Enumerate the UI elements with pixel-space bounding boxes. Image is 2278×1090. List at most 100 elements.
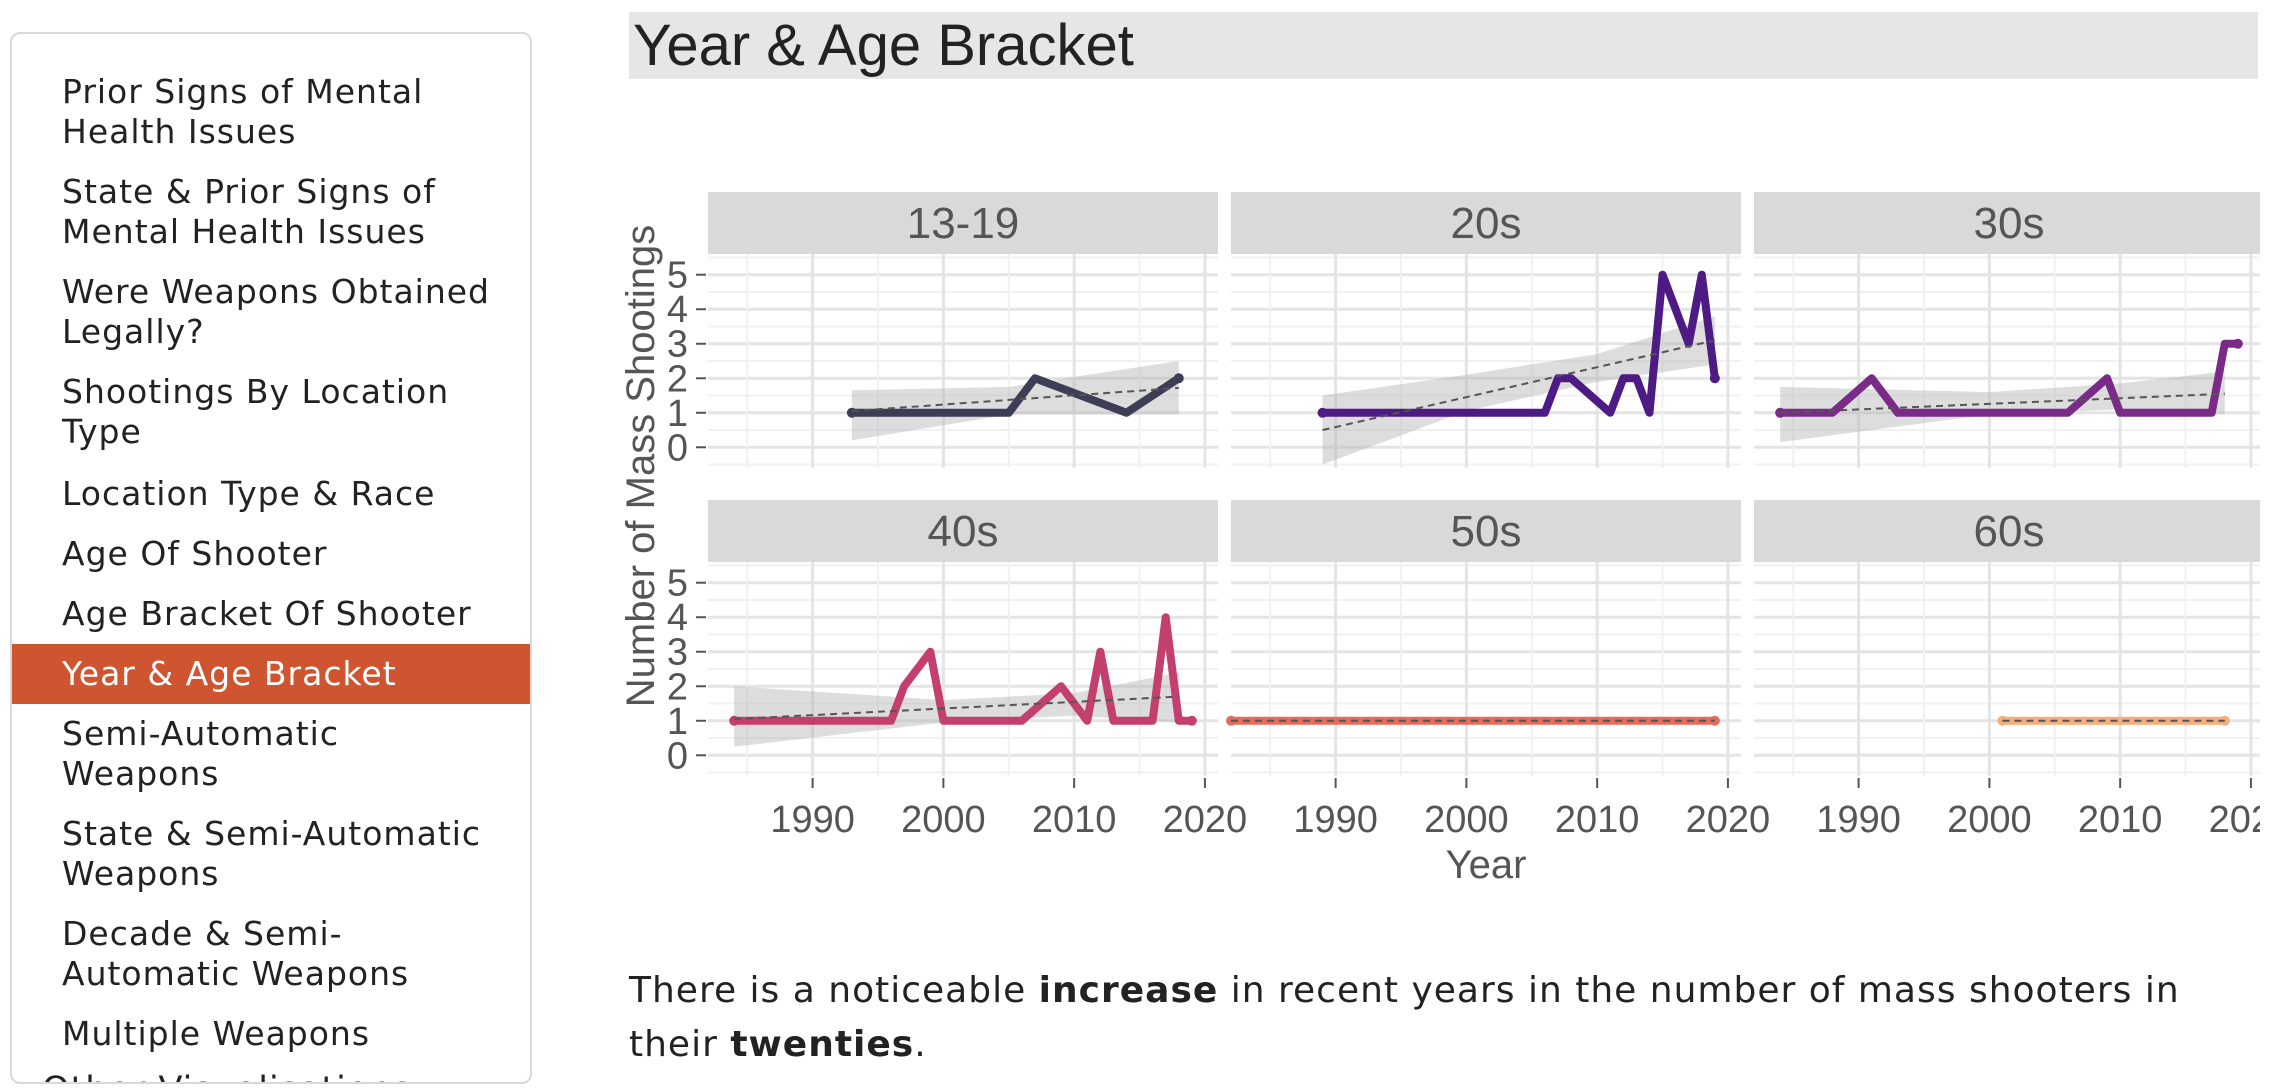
- x-axis-title: Year: [1446, 843, 1527, 887]
- series-point: [1173, 373, 1184, 384]
- series-point: [1709, 373, 1720, 384]
- sidebar-item-label: Prior Signs of Mental: [62, 72, 424, 111]
- x-tick-label: 2000: [1947, 799, 2032, 841]
- y-tick-label: 3: [667, 632, 688, 674]
- x-tick-label: 2010: [1032, 799, 1117, 841]
- sidebar-item-shootings-by-location-type[interactable]: Shootings By Location Type: [12, 372, 530, 452]
- y-tick-label: 4: [667, 597, 688, 639]
- series-point: [1317, 407, 1328, 418]
- sidebar-item-label: Type: [62, 412, 142, 451]
- series-line-20s: [1318, 270, 1719, 417]
- sidebar-item-year-age-bracket[interactable]: Year & Age Bracket: [12, 644, 530, 704]
- facet-strip: [1231, 500, 1741, 562]
- facet-strip: [1231, 192, 1741, 254]
- facet-strip: [1754, 500, 2260, 562]
- x-tick-label: 1990: [1293, 799, 1378, 841]
- sidebar-item-label: Age Bracket Of Shooter: [62, 594, 472, 633]
- y-tick-label: 0: [667, 427, 688, 469]
- sidebar-item-label: Semi-Automatic: [62, 714, 339, 753]
- confidence-band: [734, 672, 1179, 747]
- series-line-30s: [1776, 339, 2242, 417]
- series-point: [846, 407, 857, 418]
- x-tick-label: 2010: [1555, 799, 1640, 841]
- sidebar-item-label: Location Type & Race: [62, 474, 436, 513]
- y-axis-title: Number of Mass Shootings: [620, 225, 663, 707]
- sidebar-nav: Prior Signs of Mental Health Issues State …: [10, 32, 532, 1084]
- facet-panel-20s: 20s: [1231, 192, 1741, 468]
- series-line-13-19: [847, 374, 1183, 417]
- facet-panel-50s: 50s 1990 2000 2010 2020: [1226, 500, 1770, 841]
- sidebar-item-label: Were Weapons Obtained: [62, 272, 491, 311]
- caption-bold-increase: increase: [1038, 970, 1219, 1011]
- y-tick-label: 1: [667, 701, 688, 743]
- facet-strip-label: 40s: [928, 507, 999, 556]
- sidebar-item-age-bracket-of-shooter[interactable]: Age Bracket Of Shooter: [12, 594, 530, 634]
- facet-strip: [1754, 192, 2260, 254]
- caption-text-1: There is a noticeable: [629, 970, 1039, 1011]
- facet-panel-30s: 30s: [1754, 192, 2260, 468]
- series-point: [1186, 715, 1197, 726]
- chart-caption: There is a noticeable increase in recent…: [629, 964, 2269, 1072]
- sidebar-item-multiple-weapons[interactable]: Multiple Weapons: [12, 1014, 530, 1054]
- x-tick-label: 2010: [2078, 799, 2163, 841]
- sidebar-item-label: Decade & Semi-: [62, 914, 343, 953]
- sidebar-item-label: Weapons: [62, 854, 220, 893]
- sidebar-item-decade-semi-automatic-weapons[interactable]: Decade & Semi- Automatic Weapons: [12, 914, 530, 994]
- facet-strip: [708, 500, 1218, 562]
- title-bar: Year & Age Bracket: [629, 12, 2258, 79]
- sidebar-item-label: Automatic Weapons: [62, 954, 410, 993]
- series-point: [2232, 338, 2243, 349]
- facet-strip-label: 60s: [1974, 507, 2045, 556]
- y-tick-label: 2: [667, 666, 688, 708]
- facet-strip-label: 30s: [1974, 199, 2045, 248]
- sidebar-item-semi-automatic-weapons[interactable]: Semi-Automatic Weapons: [12, 714, 530, 794]
- page-title: Year & Age Bracket: [633, 13, 1134, 78]
- y-tick-label: 4: [667, 289, 688, 331]
- sidebar-item-age-of-shooter[interactable]: Age Of Shooter: [12, 534, 530, 574]
- sidebar-item-label: Mental Health Issues: [62, 212, 426, 251]
- sidebar-item-other-visualisations[interactable]: Other Visualisations: [12, 1070, 530, 1082]
- x-tick-label: 2000: [901, 799, 986, 841]
- faceted-line-chart: 13-19 0 1 2 3 4 5 20s 30s 40s 0 1 2 3 4 5 1990 2000 2010 20…: [620, 180, 2260, 900]
- facet-strip-label: 20s: [1451, 199, 1522, 248]
- sidebar-item-state-semi-automatic-weapons[interactable]: State & Semi-Automatic Weapons: [12, 814, 530, 894]
- x-tick-label: 2020: [1163, 799, 1248, 841]
- x-tick-label: 2020: [2209, 799, 2260, 841]
- y-tick-label: 2: [667, 358, 688, 400]
- caption-bold-twenties: twenties: [730, 1024, 915, 1065]
- x-tick-label: 2020: [1686, 799, 1771, 841]
- sidebar-item-label: Shootings By Location: [62, 372, 450, 411]
- sidebar-item-label: State & Prior Signs of: [62, 172, 436, 211]
- trend-line: [1780, 392, 2225, 414]
- series-line-40s: [730, 613, 1196, 725]
- sidebar-item-label: Age Of Shooter: [62, 534, 328, 573]
- caption-text-2: in recent years in the number of mass sh…: [629, 970, 2180, 1065]
- trend-line: [734, 695, 1179, 721]
- y-tick-label: 5: [667, 563, 688, 605]
- x-tick-label: 1990: [770, 799, 855, 841]
- y-tick-label: 1: [667, 393, 688, 435]
- sidebar-item-label: Health Issues: [62, 112, 297, 151]
- sidebar-item-state-prior-signs-of-mental-health-issues[interactable]: State & Prior Signs of Mental Health Issu…: [12, 172, 530, 252]
- x-tick-label: 1990: [1816, 799, 1901, 841]
- sidebar-item-label: Weapons: [62, 754, 220, 793]
- facet-strip: [708, 192, 1218, 254]
- sidebar-item-label: Legally?: [62, 312, 205, 351]
- y-tick-label: 3: [667, 324, 688, 366]
- series-point: [729, 715, 740, 726]
- sidebar-item-prior-signs-of-mental-health-issues[interactable]: Prior Signs of Mental Health Issues: [12, 72, 530, 152]
- confidence-band: [1322, 316, 1715, 465]
- trend-line: [851, 386, 1179, 413]
- caption-text-3: .: [914, 1024, 927, 1065]
- sidebar-item-label: Year & Age Bracket: [62, 654, 397, 693]
- sidebar-item-label: State & Semi-Automatic: [62, 814, 482, 853]
- y-tick-label: 0: [667, 735, 688, 777]
- facet-strip-label: 13-19: [907, 199, 1020, 248]
- x-tick-label: 2000: [1424, 799, 1509, 841]
- sidebar-item-were-weapons-obtained-legally[interactable]: Were Weapons Obtained Legally?: [12, 272, 530, 352]
- y-tick-label: 5: [667, 255, 688, 297]
- sidebar-item-location-type-race[interactable]: Location Type & Race: [12, 474, 530, 514]
